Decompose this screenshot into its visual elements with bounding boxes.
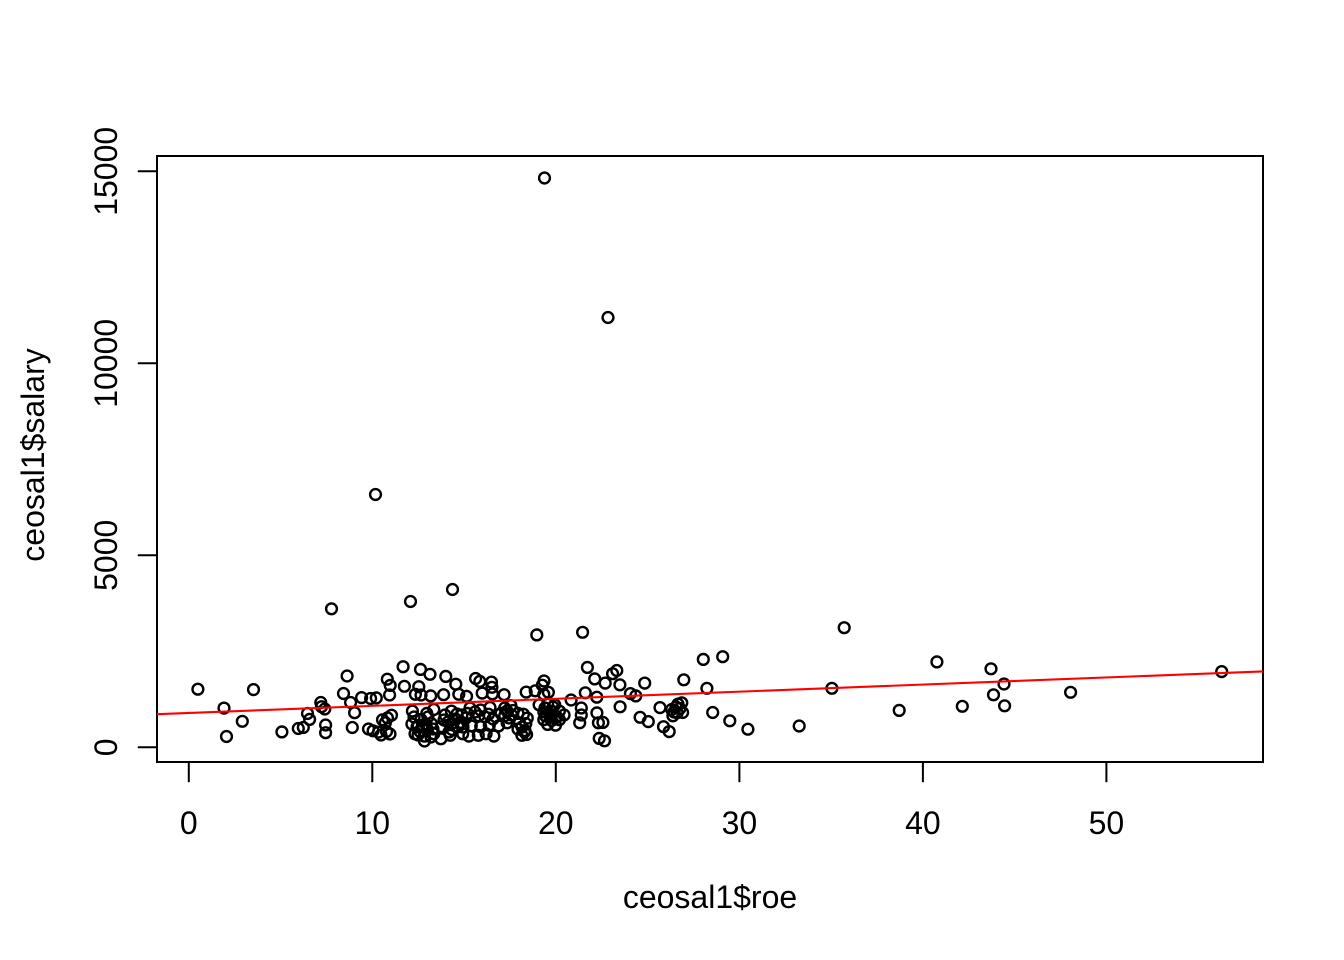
svg-text:0: 0 <box>88 738 124 756</box>
svg-text:ceosal1$roe: ceosal1$roe <box>623 879 797 915</box>
svg-text:20: 20 <box>538 805 574 841</box>
svg-text:40: 40 <box>905 805 941 841</box>
svg-text:10000: 10000 <box>88 319 124 408</box>
svg-text:10: 10 <box>355 805 391 841</box>
svg-text:5000: 5000 <box>88 520 124 591</box>
svg-text:0: 0 <box>180 805 198 841</box>
svg-text:15000: 15000 <box>88 127 124 216</box>
svg-text:ceosal1$salary: ceosal1$salary <box>15 348 51 561</box>
svg-text:30: 30 <box>722 805 758 841</box>
svg-text:50: 50 <box>1089 805 1125 841</box>
